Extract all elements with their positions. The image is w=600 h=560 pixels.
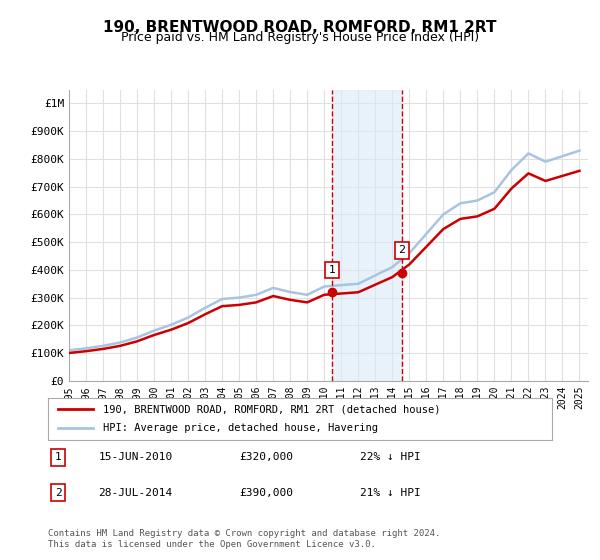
Text: 28-JUL-2014: 28-JUL-2014 xyxy=(98,488,173,498)
Text: 190, BRENTWOOD ROAD, ROMFORD, RM1 2RT: 190, BRENTWOOD ROAD, ROMFORD, RM1 2RT xyxy=(103,20,497,35)
Text: £390,000: £390,000 xyxy=(239,488,293,498)
Text: Price paid vs. HM Land Registry's House Price Index (HPI): Price paid vs. HM Land Registry's House … xyxy=(121,31,479,44)
Text: 22% ↓ HPI: 22% ↓ HPI xyxy=(361,452,421,462)
Text: 21% ↓ HPI: 21% ↓ HPI xyxy=(361,488,421,498)
Bar xyxy=(332,90,402,381)
Text: 2: 2 xyxy=(398,245,406,255)
Text: 190, BRENTWOOD ROAD, ROMFORD, RM1 2RT (detached house): 190, BRENTWOOD ROAD, ROMFORD, RM1 2RT (d… xyxy=(103,404,441,414)
Text: £320,000: £320,000 xyxy=(239,452,293,462)
Text: 15-JUN-2010: 15-JUN-2010 xyxy=(98,452,173,462)
Text: 2: 2 xyxy=(55,488,61,498)
Text: HPI: Average price, detached house, Havering: HPI: Average price, detached house, Have… xyxy=(103,423,379,433)
Text: Contains HM Land Registry data © Crown copyright and database right 2024.
This d: Contains HM Land Registry data © Crown c… xyxy=(48,529,440,549)
Text: 1: 1 xyxy=(55,452,61,462)
Text: 1: 1 xyxy=(328,265,335,275)
